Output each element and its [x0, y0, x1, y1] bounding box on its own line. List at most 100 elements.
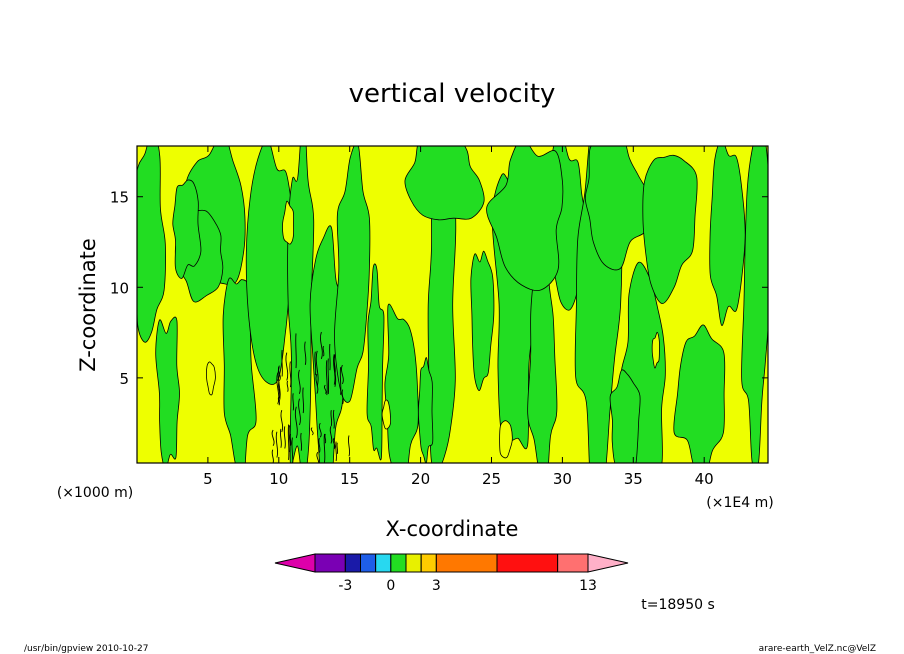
colorbar-tick-label: 13: [579, 578, 597, 594]
contour-line: [302, 387, 305, 414]
contour-line: [275, 431, 279, 458]
x-unit-label: (×1E4 m): [706, 495, 773, 511]
positive-region: [651, 331, 660, 369]
y-unit-label: (×1000 m): [57, 485, 133, 501]
contour-line: [318, 422, 322, 438]
x-tick-label: 30: [553, 470, 572, 488]
x-tick-label: 35: [624, 470, 643, 488]
contour-line: [314, 351, 317, 376]
negative-region: [584, 146, 651, 271]
negative-region: [417, 357, 434, 463]
contour-line: [295, 333, 297, 369]
colorbar-segment: [375, 553, 392, 573]
contour-line: [283, 426, 286, 449]
plot-frame: [136, 145, 769, 464]
colorbar: [274, 553, 629, 573]
x-tick-label: 20: [411, 470, 430, 488]
contour-line: [300, 432, 303, 451]
contour-line: [324, 433, 327, 444]
positive-region: [282, 200, 294, 245]
negative-region: [287, 146, 315, 463]
negative-region: [366, 263, 385, 461]
contour-line: [279, 428, 282, 448]
contour-line: [341, 364, 344, 385]
contour-line: [325, 360, 328, 396]
negative-region: [137, 146, 166, 343]
y-axis: 5 10 15: [110, 189, 768, 388]
colorbar-segment: [420, 553, 437, 573]
contour-line: [298, 398, 301, 426]
contour-line: [280, 409, 284, 433]
colorbar-ticks: -3 0 3 13: [338, 578, 597, 594]
colorbar-segment: [435, 553, 498, 573]
contour-line: [347, 435, 351, 457]
negative-region: [334, 146, 371, 403]
turbulence-contours: [271, 331, 351, 463]
colorbar-overflow: [587, 553, 629, 573]
contour-line: [332, 409, 335, 429]
contour-line: [304, 341, 307, 366]
chart-title: vertical velocity: [349, 79, 556, 109]
y-axis-label: Z-coordinate: [76, 238, 100, 372]
negative-region: [427, 146, 457, 463]
negative-region: [172, 179, 202, 279]
contour-line: [316, 451, 320, 463]
positive-region: [206, 361, 216, 396]
negative-region: [155, 316, 180, 463]
contour-line: [315, 350, 319, 387]
contour-line: [335, 441, 337, 462]
contour-line: [285, 352, 289, 381]
negative-region: [384, 303, 419, 463]
negative-region: [609, 369, 641, 463]
time-annotation: t=18950 s: [641, 597, 715, 613]
negative-region: [673, 324, 726, 463]
negative-region: [642, 154, 698, 304]
positive-region: [499, 420, 513, 459]
contour-line: [322, 345, 325, 357]
x-axis-label: X-coordinate: [386, 517, 519, 541]
contour-line: [288, 425, 291, 453]
contour-line: [291, 437, 294, 463]
contour-line: [333, 354, 336, 385]
contour-line: [329, 426, 333, 444]
contour-line: [327, 358, 330, 395]
colorbar-segment: [314, 553, 346, 573]
x-axis: 5 10 15 20 25 30 35 40: [203, 146, 714, 488]
contour-line: [271, 429, 275, 447]
contour-line: [287, 424, 290, 460]
contour-line: [315, 373, 319, 394]
x-tick-label: 5: [203, 470, 213, 488]
footer-right: arare-earth_VelZ.nc@VelZ: [759, 644, 876, 654]
velocity-field: [137, 146, 768, 463]
contour-line: [318, 437, 321, 453]
contour-line: [298, 369, 301, 394]
x-tick-label: 40: [695, 470, 714, 488]
y-tick-label: 10: [110, 279, 129, 297]
contour-line: [339, 367, 342, 395]
contour-line: [294, 406, 298, 439]
contour-line: [292, 393, 295, 411]
positive-region: [381, 399, 391, 430]
colorbar-underflow: [274, 553, 316, 573]
contour-line: [289, 361, 292, 388]
colorbar-tick-label: 0: [386, 578, 395, 594]
contour-line: [276, 372, 280, 405]
colorbar-segment: [390, 553, 407, 573]
contour-line: [310, 427, 314, 436]
y-tick-label: 5: [119, 370, 129, 388]
contour-line: [323, 433, 326, 463]
footer-left: /usr/bin/gpview 2010-10-27: [24, 644, 148, 654]
x-tick-label: 15: [340, 470, 359, 488]
contour-line: [330, 410, 333, 427]
negative-region: [404, 146, 485, 221]
contour-line: [323, 384, 327, 394]
colorbar-segment: [360, 553, 377, 573]
negative-region: [709, 146, 746, 326]
contour-line: [289, 433, 292, 446]
colorbar-segment: [496, 553, 559, 573]
y-tick-label: 15: [110, 189, 129, 207]
contour-line: [332, 437, 336, 450]
contour-line: [281, 349, 283, 377]
colorbar-tick-label: 3: [432, 578, 441, 594]
